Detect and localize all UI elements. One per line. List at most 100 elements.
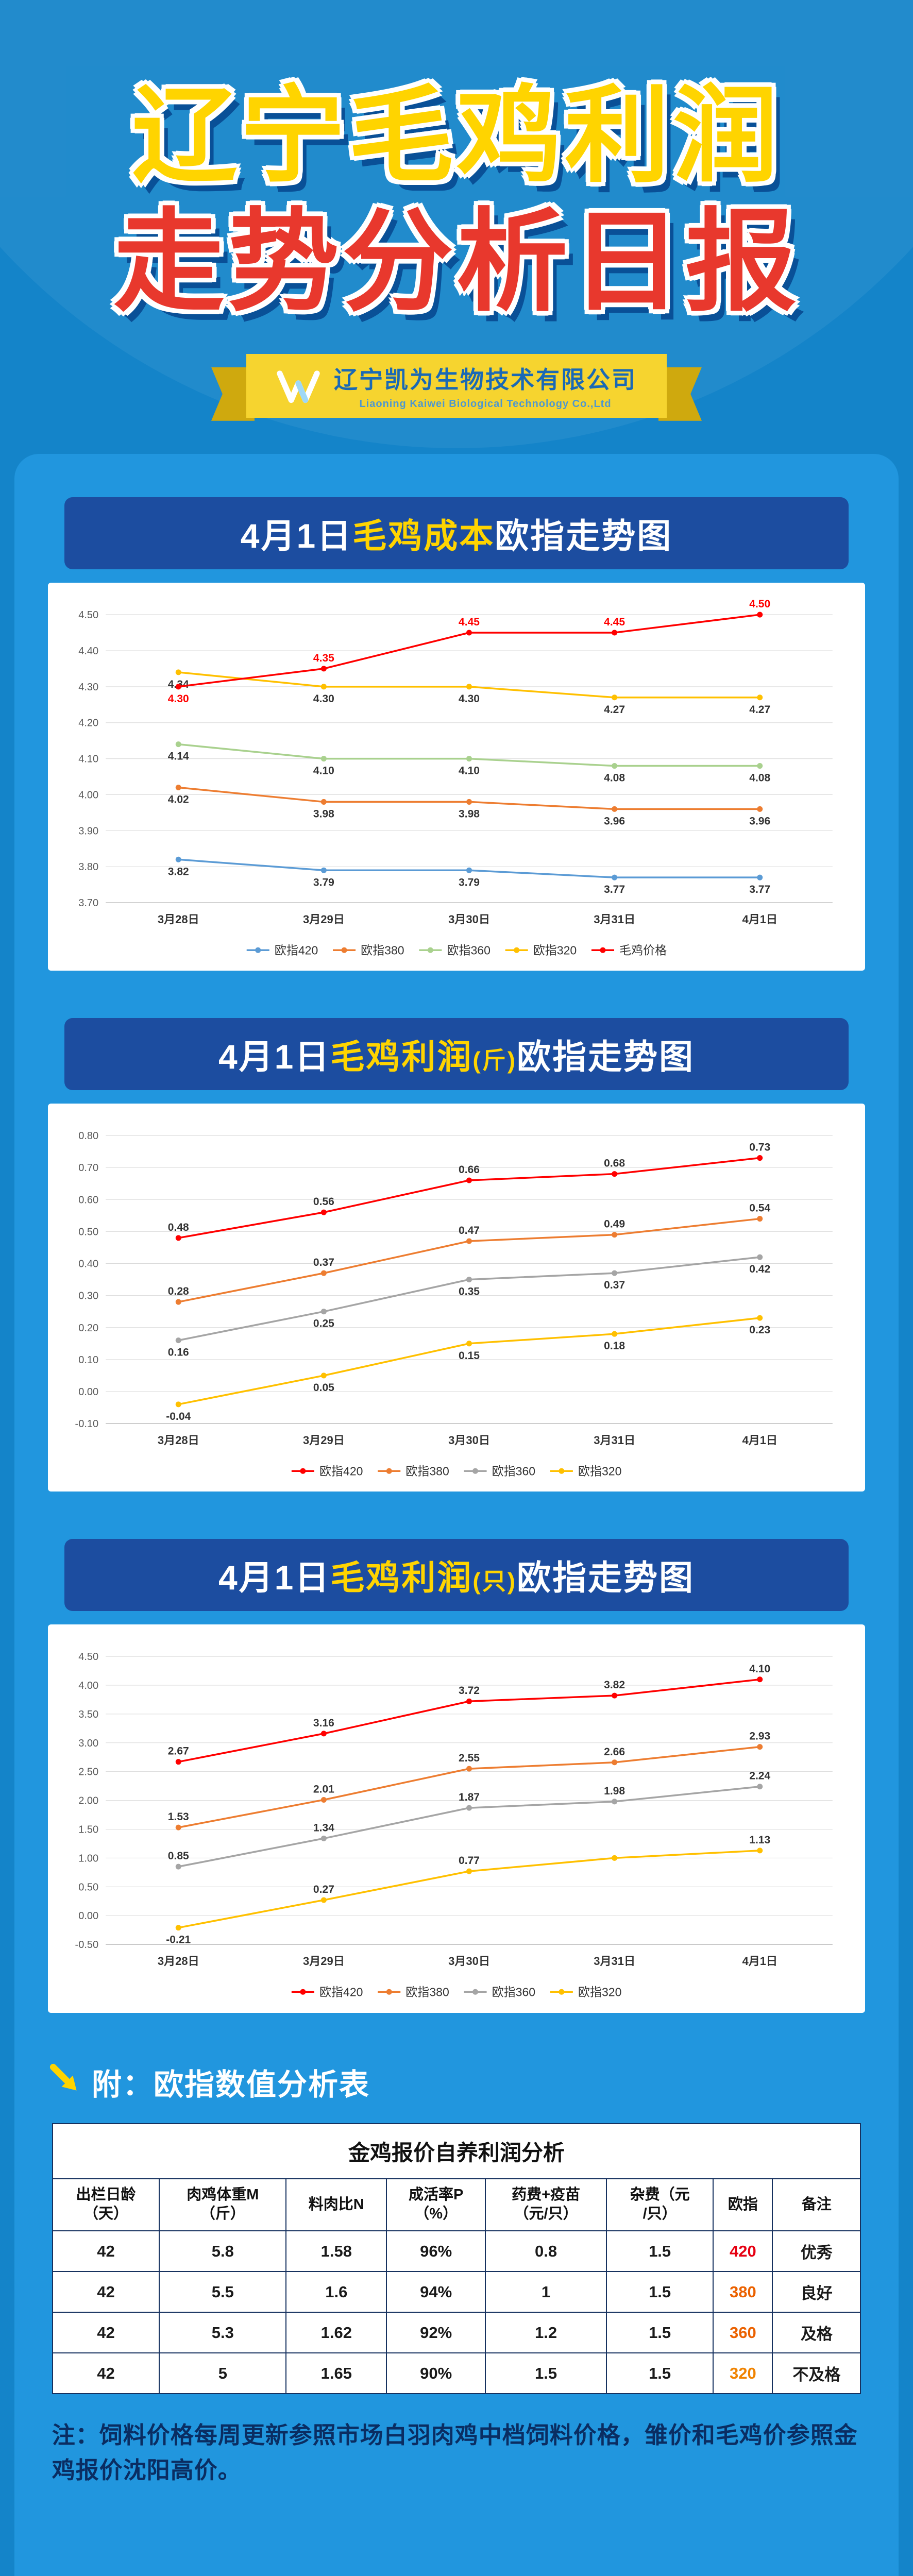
table-cell: 1.65 — [285, 2352, 387, 2395]
svg-text:4.30: 4.30 — [459, 693, 480, 705]
svg-text:2.24: 2.24 — [749, 1770, 770, 1782]
table-cell: 1.5 — [605, 2271, 714, 2313]
chart-section-1: 4月1日毛鸡成本欧指走势图 3.70 3.80 3.90 4.00 4.10 4.20 4.3… — [35, 497, 878, 971]
svg-text:3.98: 3.98 — [313, 808, 334, 820]
svg-text:2.50: 2.50 — [78, 1767, 98, 1778]
svg-text:4.02: 4.02 — [167, 793, 189, 805]
svg-text:1.87: 1.87 — [459, 1791, 480, 1803]
svg-text:3.77: 3.77 — [749, 884, 770, 895]
svg-text:4.10: 4.10 — [78, 753, 98, 765]
svg-text:3.79: 3.79 — [459, 876, 480, 888]
svg-text:0.35: 0.35 — [459, 1286, 480, 1298]
svg-text:0.54: 0.54 — [749, 1202, 770, 1214]
table-cell: 90% — [386, 2352, 486, 2395]
svg-text:0.00: 0.00 — [78, 1386, 98, 1398]
table-cell: 92% — [386, 2312, 486, 2354]
svg-text:0.23: 0.23 — [749, 1324, 770, 1336]
table-cell: 1.58 — [285, 2230, 387, 2273]
chart-title-part: 毛鸡成本 — [352, 516, 495, 555]
svg-text:3.98: 3.98 — [459, 808, 480, 820]
svg-text:1.50: 1.50 — [78, 1824, 98, 1836]
svg-text:欧指320: 欧指320 — [533, 943, 576, 957]
svg-text:3月29日: 3月29日 — [303, 1434, 345, 1447]
table-cell: 42 — [52, 2312, 160, 2354]
table-cell: 5.5 — [159, 2271, 287, 2313]
svg-text:4.10: 4.10 — [459, 765, 480, 776]
svg-text:3月28日: 3月28日 — [157, 913, 199, 926]
svg-text:4月1日: 4月1日 — [742, 1955, 777, 1968]
svg-text:2.67: 2.67 — [167, 1745, 189, 1757]
svg-text:3.16: 3.16 — [313, 1717, 334, 1729]
svg-text:0.18: 0.18 — [604, 1340, 625, 1352]
svg-text:欧指360: 欧指360 — [492, 1986, 535, 1999]
svg-text:欧指380: 欧指380 — [405, 1464, 449, 1478]
svg-text:0.73: 0.73 — [749, 1142, 770, 1154]
svg-text:3月31日: 3月31日 — [594, 1434, 635, 1447]
svg-text:0.56: 0.56 — [313, 1196, 334, 1208]
svg-text:0.66: 0.66 — [459, 1164, 480, 1176]
table-cell: 42 — [52, 2352, 160, 2395]
chart-title-3: 4月1日毛鸡利润(只)欧指走势图 — [64, 1539, 849, 1612]
svg-text:0.37: 0.37 — [604, 1279, 625, 1291]
svg-text:4.08: 4.08 — [749, 772, 770, 784]
svg-text:0.37: 0.37 — [313, 1257, 334, 1268]
poster-title-line1: 辽宁毛鸡利润 — [132, 77, 781, 195]
company-text: 辽宁凯为生物技术有限公司 Liaoning Kaiwei Biological … — [334, 361, 637, 410]
table-row: 42 5.5 1.6 94% 1 1.5 380 良好 — [52, 2271, 861, 2313]
chart-title-part: 欧指走势图 — [517, 1038, 695, 1076]
table-cell: 1.5 — [605, 2312, 714, 2354]
svg-text:-0.10: -0.10 — [75, 1418, 98, 1430]
table-cell: 不及格 — [772, 2352, 861, 2395]
svg-text:0.50: 0.50 — [78, 1882, 98, 1893]
svg-text:2.00: 2.00 — [78, 1795, 98, 1807]
company-logo-icon — [276, 364, 320, 408]
svg-text:4.50: 4.50 — [749, 598, 770, 610]
svg-text:4月1日: 4月1日 — [742, 1434, 777, 1447]
svg-text:3月30日: 3月30日 — [448, 1434, 490, 1447]
table-cell: 1 — [485, 2271, 607, 2313]
svg-text:-0.50: -0.50 — [75, 1940, 98, 1951]
svg-text:0.48: 0.48 — [167, 1222, 189, 1233]
column-header: 肉鸡体重M （斤） — [159, 2178, 287, 2232]
svg-text:0.40: 0.40 — [78, 1259, 98, 1270]
chart-card-2: -0.10 0.00 0.10 0.20 0.30 0.40 0.50 0.60 0.70 0.8… — [47, 1104, 866, 1492]
svg-text:0.50: 0.50 — [78, 1227, 98, 1238]
company-banner: 辽宁凯为生物技术有限公司 Liaoning Kaiwei Biological … — [0, 353, 913, 421]
svg-text:0.28: 0.28 — [167, 1285, 189, 1297]
table-cell: 1.62 — [285, 2312, 387, 2354]
svg-text:3.90: 3.90 — [78, 825, 98, 837]
svg-text:4.50: 4.50 — [78, 1651, 98, 1663]
svg-text:1.00: 1.00 — [78, 1853, 98, 1865]
column-header: 欧指 — [713, 2178, 773, 2232]
table-cell: 94% — [386, 2271, 486, 2313]
chart-title-1: 4月1日毛鸡成本欧指走势图 — [64, 497, 849, 569]
content-panel: 4月1日毛鸡成本欧指走势图 3.70 3.80 3.90 4.00 4.10 4.20 4.3… — [14, 453, 899, 2576]
svg-text:0.85: 0.85 — [167, 1851, 189, 1862]
svg-text:4.45: 4.45 — [604, 616, 625, 628]
svg-text:2.93: 2.93 — [749, 1731, 770, 1742]
svg-text:0.49: 0.49 — [604, 1218, 625, 1230]
table-cell: 96% — [386, 2230, 486, 2273]
chart-title-part: (只) — [472, 1568, 517, 1595]
table-cell: 5 — [159, 2352, 287, 2395]
svg-text:2.01: 2.01 — [313, 1784, 334, 1795]
column-header: 药费+疫苗 （元/只） — [485, 2178, 607, 2232]
svg-text:4.30: 4.30 — [78, 682, 98, 693]
svg-text:4.10: 4.10 — [313, 765, 334, 776]
column-header: 料肉比N — [285, 2178, 387, 2232]
svg-text:欧指420: 欧指420 — [319, 1986, 363, 1999]
svg-text:4.27: 4.27 — [604, 704, 625, 716]
table-row: 42 5.3 1.62 92% 1.2 1.5 360 及格 — [52, 2312, 861, 2354]
analysis-header: 附：欧指数值分析表 — [49, 2060, 878, 2104]
table-cell: 5.3 — [159, 2312, 287, 2354]
table-cell: 1.5 — [605, 2230, 714, 2273]
svg-text:3.79: 3.79 — [313, 876, 334, 888]
svg-text:1.98: 1.98 — [604, 1785, 625, 1797]
svg-text:欧指320: 欧指320 — [578, 1986, 621, 1999]
svg-text:4.08: 4.08 — [604, 772, 625, 784]
svg-text:0.25: 0.25 — [313, 1318, 334, 1330]
svg-text:1.34: 1.34 — [313, 1822, 334, 1834]
svg-text:欧指360: 欧指360 — [447, 943, 490, 957]
table-cell: 1.6 — [285, 2271, 387, 2313]
svg-text:4.40: 4.40 — [78, 646, 98, 657]
